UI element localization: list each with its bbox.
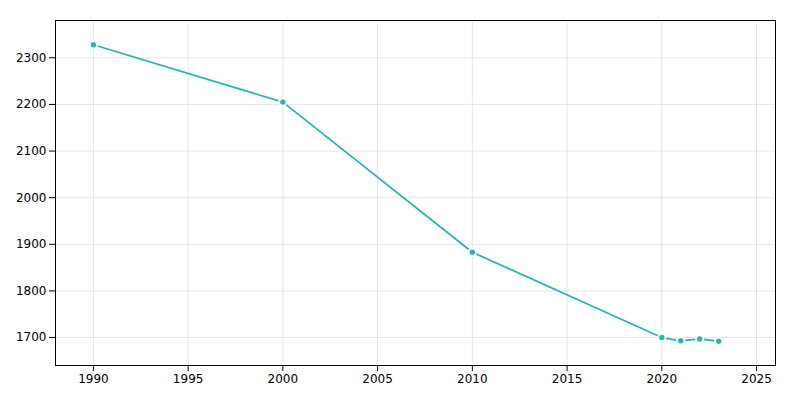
svg-text:2000: 2000: [268, 372, 299, 386]
svg-text:2025: 2025: [741, 372, 772, 386]
svg-text:2200: 2200: [16, 97, 47, 111]
svg-text:1800: 1800: [16, 284, 47, 298]
svg-text:1700: 1700: [16, 330, 47, 344]
svg-text:2020: 2020: [647, 372, 678, 386]
svg-text:2005: 2005: [362, 372, 393, 386]
svg-text:2000: 2000: [16, 191, 47, 205]
svg-text:2100: 2100: [16, 144, 47, 158]
svg-text:2015: 2015: [552, 372, 583, 386]
svg-text:2010: 2010: [457, 372, 488, 386]
svg-text:2300: 2300: [16, 51, 47, 65]
svg-text:1990: 1990: [78, 372, 109, 386]
svg-text:1900: 1900: [16, 237, 47, 251]
svg-text:1995: 1995: [173, 372, 204, 386]
